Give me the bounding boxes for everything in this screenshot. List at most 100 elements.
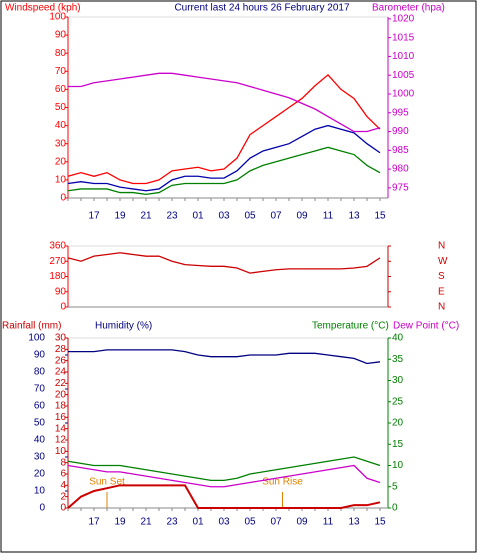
tick-label: 0 — [60, 503, 66, 514]
series-line — [67, 456, 381, 482]
tick-label: 26 — [55, 355, 67, 366]
tick-label: 18 — [55, 401, 67, 412]
tick-label: 35 — [392, 354, 404, 365]
tick-label: 70 — [55, 66, 67, 77]
series-line — [67, 124, 381, 192]
tick-label: 980 — [392, 164, 409, 175]
x-tick-label: 05 — [244, 517, 256, 528]
tick-label: 50 — [34, 418, 46, 429]
heading: Rainfall (mm) — [2, 321, 61, 332]
tick-label: 22 — [55, 378, 67, 389]
tick-label: 24 — [55, 367, 67, 378]
tick-label: 1020 — [392, 14, 415, 25]
x-tick-label: 15 — [374, 517, 386, 528]
tick-label: 20 — [392, 418, 404, 429]
x-tick-label: 19 — [114, 517, 126, 528]
x-tick-label: 09 — [296, 211, 308, 222]
x-tick-label: 01 — [192, 211, 204, 222]
x-tick-label: 17 — [88, 517, 100, 528]
tick-label: 0 — [60, 193, 66, 204]
x-tick-label: 15 — [374, 211, 386, 222]
tick-label: 0 — [60, 302, 66, 313]
x-tick-label: 11 — [323, 211, 334, 222]
x-tick-label: 13 — [348, 211, 360, 222]
tick-label: 5 — [392, 481, 398, 492]
tick-label: 20 — [55, 389, 67, 400]
tick-label: W — [438, 256, 448, 267]
tick-label: 10 — [34, 486, 46, 497]
tick-label: 6 — [60, 469, 66, 480]
series-line — [67, 464, 381, 488]
tick-label: 80 — [55, 48, 67, 59]
tick-label: S — [438, 271, 445, 282]
series-line — [67, 252, 381, 274]
tick-label: 90 — [34, 350, 46, 361]
x-tick-label: 01 — [192, 517, 204, 528]
series-line — [68, 349, 381, 365]
x-tick-label: 07 — [270, 517, 282, 528]
x-tick-label: 21 — [140, 211, 152, 222]
annotation: Sun Set — [89, 477, 125, 488]
tick-label: 60 — [34, 401, 46, 412]
series-line — [67, 74, 381, 185]
tick-label: 28 — [55, 344, 67, 355]
tick-label: 40 — [392, 333, 404, 344]
heading: Humidity (%) — [95, 321, 152, 332]
tick-label: 20 — [55, 156, 67, 167]
heading: Windspeed (kph) — [5, 3, 81, 14]
tick-label: 975 — [392, 183, 409, 194]
tick-label: 10 — [55, 446, 67, 457]
x-tick-label: 07 — [270, 211, 282, 222]
tick-label: 100 — [28, 333, 45, 344]
tick-label: 40 — [34, 435, 46, 446]
tick-label: 990 — [392, 126, 409, 137]
x-tick-label: 13 — [348, 517, 360, 528]
tick-label: 1010 — [392, 51, 415, 62]
tick-label: 4 — [60, 480, 66, 491]
tick-label: 1000 — [392, 89, 415, 100]
tick-label: 180 — [49, 271, 66, 282]
tick-label: 70 — [34, 384, 46, 395]
tick-label: 10 — [392, 460, 404, 471]
tick-label: 1015 — [392, 32, 415, 43]
tick-label: 985 — [392, 145, 409, 156]
x-tick-label: 19 — [114, 211, 126, 222]
tick-label: 16 — [55, 412, 67, 423]
tick-label: 40 — [55, 120, 67, 131]
tick-label: 25 — [392, 396, 404, 407]
tick-label: 30 — [392, 375, 404, 386]
tick-label: 30 — [55, 138, 67, 149]
x-tick-label: 23 — [166, 517, 178, 528]
frame — [0, 0, 477, 553]
x-tick-label: 21 — [140, 517, 152, 528]
series-line — [67, 146, 381, 196]
x-tick-label: 05 — [244, 211, 256, 222]
tick-label: 15 — [392, 439, 404, 450]
tick-label: 360 — [49, 241, 66, 252]
tick-label: 30 — [34, 452, 46, 463]
series-line — [67, 484, 381, 509]
heading: Dew Point (°C) — [393, 321, 459, 332]
tick-label: 8 — [60, 457, 66, 468]
x-tick-label: 03 — [218, 517, 230, 528]
tick-label: 50 — [55, 102, 67, 113]
tick-label: 1005 — [392, 70, 415, 81]
x-tick-label: 11 — [323, 517, 334, 528]
tick-label: N — [438, 241, 445, 252]
x-tick-label: 17 — [88, 211, 100, 222]
series-line — [68, 72, 381, 133]
tick-label: 0 — [392, 503, 398, 514]
tick-label: 80 — [34, 367, 46, 378]
tick-label: 100 — [49, 12, 66, 23]
tick-label: 90 — [55, 286, 67, 297]
tick-label: N — [438, 302, 445, 313]
tick-label: 14 — [55, 423, 67, 434]
heading: Current last 24 hours 26 February 2017 — [174, 3, 350, 14]
tick-label: 30 — [55, 333, 67, 344]
tick-label: 12 — [55, 435, 67, 446]
tick-label: 995 — [392, 107, 409, 118]
tick-label: 60 — [55, 84, 67, 95]
x-tick-label: 03 — [218, 211, 230, 222]
